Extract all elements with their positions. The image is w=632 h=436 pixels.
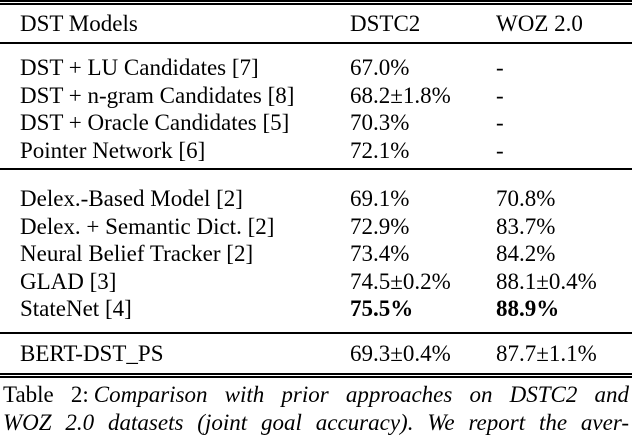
paper-table-figure: DST Models DSTC2 WOZ 2.0 DST + LU Candid… <box>0 0 632 422</box>
table-caption: Table 2:Comparison with prior approaches… <box>0 378 632 436</box>
model-name-cell: DST + Oracle Candidates [5] <box>0 109 350 137</box>
dstc2-value-cell: 75.5% <box>350 295 496 323</box>
model-name-cell: DST + n-gram Candidates [8] <box>0 82 350 110</box>
model-name-cell: DST + LU Candidates [7] <box>0 54 350 82</box>
woz-value-cell: 88.1±0.4% <box>496 268 632 296</box>
dstc2-value-cell: 67.0% <box>350 54 496 82</box>
woz-value-cell: 84.2% <box>496 240 632 268</box>
dstc2-value-cell: 69.3±0.4% <box>350 340 496 368</box>
model-name-cell: Delex. + Semantic Dict. [2] <box>0 213 350 241</box>
dstc2-value-cell: 73.4% <box>350 240 496 268</box>
dstc2-value-cell: 70.3% <box>350 109 496 137</box>
table-header-row: DST Models DSTC2 WOZ 2.0 <box>0 5 632 42</box>
dstc2-value-cell: 69.1% <box>350 185 496 213</box>
table-section-candidates: DST + LU Candidates [7] 67.0% - DST + n-… <box>0 44 632 168</box>
dstc2-value-cell: 72.1% <box>350 137 496 165</box>
caption-text-line-1: Comparison with prior approaches on DSTC… <box>94 382 629 407</box>
table-row: Neural Belief Tracker [2] 73.4% 84.2% <box>0 240 632 268</box>
woz-value-cell: - <box>496 54 632 82</box>
woz-value-cell: 88.9% <box>496 295 632 323</box>
dstc2-value-cell: 74.5±0.2% <box>350 268 496 296</box>
table-row: GLAD [3] 74.5±0.2% 88.1±0.4% <box>0 268 632 296</box>
column-header-dstc2: DSTC2 <box>350 5 496 42</box>
dstc2-value-cell: 72.9% <box>350 213 496 241</box>
column-header-woz: WOZ 2.0 <box>496 5 632 42</box>
model-name-cell: StateNet [4] <box>0 295 350 323</box>
table-row: DST + n-gram Candidates [8] 68.2±1.8% - <box>0 82 632 110</box>
woz-value-cell: 70.8% <box>496 185 632 213</box>
woz-value-cell: - <box>496 109 632 137</box>
woz-value-cell: 87.7±1.1% <box>496 340 632 368</box>
model-name-cell: GLAD [3] <box>0 268 350 296</box>
woz-value-cell: - <box>496 137 632 165</box>
table-row: Pointer Network [6] 72.1% - <box>0 137 632 165</box>
caption-label: Table 2: <box>3 382 89 407</box>
caption-line-2: WOZ 2.0 datasets (joint goal accuracy). … <box>3 409 629 436</box>
table-row: Delex.-Based Model [2] 69.1% 70.8% <box>0 185 632 213</box>
column-header-models: DST Models <box>0 5 350 42</box>
woz-value-cell: - <box>496 82 632 110</box>
model-name-cell: Pointer Network [6] <box>0 137 350 165</box>
table-row: DST + Oracle Candidates [5] 70.3% - <box>0 109 632 137</box>
table-row: DST + LU Candidates [7] 67.0% - <box>0 54 632 82</box>
caption-line-1: Table 2:Comparison with prior approaches… <box>3 381 629 409</box>
table-section-bert-dst: BERT-DST_PS 69.3±0.4% 87.7±1.1% <box>0 334 632 374</box>
table-row: StateNet [4] 75.5% 88.9% <box>0 295 632 323</box>
table-row: Delex. + Semantic Dict. [2] 72.9% 83.7% <box>0 213 632 241</box>
table-section-prior-models: Delex.-Based Model [2] 69.1% 70.8% Delex… <box>0 170 632 332</box>
table-row: BERT-DST_PS 69.3±0.4% 87.7±1.1% <box>0 340 632 368</box>
woz-value-cell: 83.7% <box>496 213 632 241</box>
dstc2-value-cell: 68.2±1.8% <box>350 82 496 110</box>
model-name-cell: Delex.-Based Model [2] <box>0 185 350 213</box>
model-name-cell: BERT-DST_PS <box>0 340 350 368</box>
model-name-cell: Neural Belief Tracker [2] <box>0 240 350 268</box>
